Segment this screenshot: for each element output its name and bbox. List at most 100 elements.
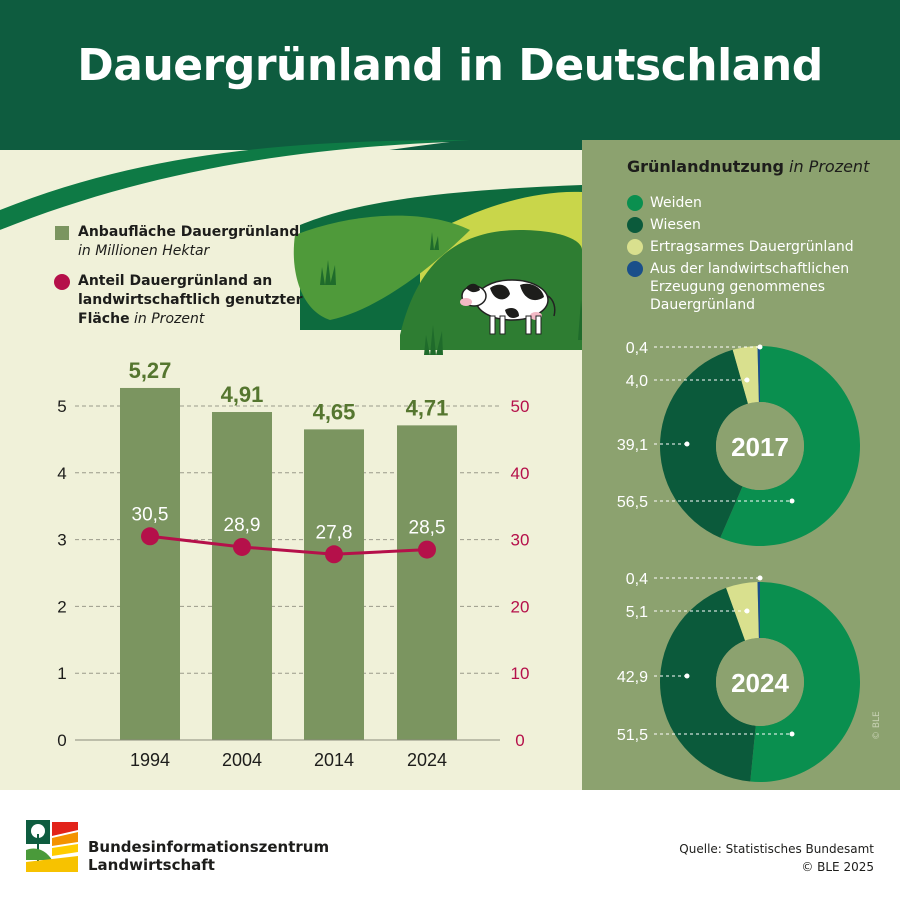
y-tick-left: 5 <box>57 397 66 416</box>
y-tick-right: 10 <box>511 664 530 683</box>
legend-dot-weiden <box>627 195 643 211</box>
donut-legend-title: Grünlandnutzung in Prozent <box>627 157 869 176</box>
donut-value-label: 5,1 <box>626 604 648 621</box>
copyright-vertical: © BLE <box>872 711 882 740</box>
y-tick-right: 50 <box>511 397 530 416</box>
bar-value-label: 4,71 <box>406 395 449 420</box>
bar-value-label: 4,91 <box>221 382 264 407</box>
donut-slice-2017-1 <box>660 349 748 538</box>
bar-legend-title: Anbaufläche Dauergrünland <box>78 224 300 240</box>
organization-line-1: Bundesinformationszentrum <box>88 838 330 856</box>
organization-name: Bundesinformationszentrum Landwirtschaft <box>88 838 329 874</box>
legend-label-ertragsarm: Ertragsarmes Dauergrünland <box>650 239 854 255</box>
bar-2014 <box>304 429 364 740</box>
donut-leader-dot <box>757 575 763 581</box>
donut-slice-2024-1 <box>660 587 756 782</box>
donut-value-label: 0,4 <box>626 571 648 588</box>
donut-slice-2024-2 <box>726 582 759 641</box>
donut-leader-dot <box>789 731 795 737</box>
x-tick-label: 1994 <box>130 750 170 770</box>
line-point-2014 <box>325 545 343 564</box>
donut-year-label: 2024 <box>731 668 789 698</box>
line-legend-title-1: Anteil Dauergrünland an <box>78 273 273 289</box>
y-tick-left: 2 <box>57 597 66 616</box>
bar-1994 <box>120 387 180 740</box>
donut-slice-2017-0 <box>720 346 861 546</box>
y-tick-right: 20 <box>511 597 530 616</box>
donut-legend-title-main: Grünlandnutzung <box>627 157 784 176</box>
donut-center <box>716 402 804 490</box>
line-value-label: 28,5 <box>409 518 446 539</box>
legend-label-wiesen: Wiesen <box>650 217 701 233</box>
bar-value-label: 5,27 <box>129 358 172 383</box>
donut-slice-2017-2 <box>732 346 759 404</box>
header-banner <box>0 0 900 150</box>
y-tick-left: 3 <box>57 531 66 550</box>
y-tick-right: 40 <box>511 464 530 483</box>
cow-icon <box>460 279 556 335</box>
legend-label-genommen: Aus der landwirtschaftlichen Erzeugung g… <box>650 261 850 313</box>
donut-legend-title-unit: in Prozent <box>789 157 870 176</box>
donut-year-label: 2017 <box>731 432 789 462</box>
bar-legend: Anbaufläche Dauergrünland in Millionen H… <box>78 223 299 261</box>
copyright-text: © BLE 2025 <box>801 860 874 874</box>
line-legend-title-2: landwirtschaftlich genutzter <box>78 292 303 308</box>
donut-leader-dot <box>757 344 763 350</box>
footer <box>0 790 900 900</box>
line-value-label: 27,8 <box>316 522 353 543</box>
bar-2024 <box>397 425 457 740</box>
donut-center <box>716 638 804 726</box>
donut-value-label: 42,9 <box>617 669 648 686</box>
hill-mid <box>293 215 470 320</box>
x-tick-label: 2024 <box>407 750 447 770</box>
bar-line-chart: 0 0 1 10 2 20 3 30 4 40 5 50 5,27 1994 4,91 2004 4,65 201… <box>57 358 530 770</box>
donut-slice-2024-0 <box>750 582 860 782</box>
page-title: Dauergrünland in Deutschland <box>77 40 823 91</box>
x-tick-label: 2014 <box>314 750 354 770</box>
bzl-logo <box>26 820 78 872</box>
bar-legend-swatch <box>55 226 69 240</box>
line-legend-unit: in Prozent <box>134 311 205 327</box>
line-legend-swatch <box>54 274 70 290</box>
landscape-illustration <box>0 140 582 355</box>
line-legend: Anteil Dauergrünland an landwirtschaftli… <box>78 272 303 329</box>
y-tick-left: 4 <box>57 464 66 483</box>
donut-value-label: 56,5 <box>617 494 648 511</box>
y-tick-right: 30 <box>511 531 530 550</box>
grass-icon <box>320 232 582 355</box>
bar-legend-unit: in Millionen Hektar <box>78 243 210 259</box>
legend-dot-wiesen <box>627 217 643 233</box>
donut-value-label: 39,1 <box>617 437 648 454</box>
line-legend-title-3: Fläche <box>78 311 130 327</box>
line-series <box>149 534 428 556</box>
donut-slice-2017-3 <box>757 346 760 403</box>
source-text: Quelle: Statistisches Bundesamt <box>679 842 874 856</box>
donut-leader-dot <box>684 673 690 679</box>
header-swoosh <box>0 140 470 230</box>
donut-slice-2024-3 <box>757 582 760 639</box>
donut-leader-dot <box>744 377 750 383</box>
bar-2004 <box>212 412 272 740</box>
legend-dot-genommen <box>627 261 643 277</box>
y-tick-left: 0 <box>57 731 66 750</box>
donut-charts: 2017 0,4 4,0 39,1 56,5 2024 0,4 5,1 42,9 51,5 <box>617 340 861 782</box>
donut-value-label: 4,0 <box>626 373 648 390</box>
y-tick-left: 1 <box>57 664 66 683</box>
legend-label-weiden: Weiden <box>650 195 702 211</box>
legend-dot-ertragsarm <box>627 239 643 255</box>
line-point-2004 <box>233 537 251 556</box>
source-note: Quelle: Statistisches Bundesamt © BLE 20… <box>679 840 874 876</box>
donut-value-label: 0,4 <box>626 340 648 357</box>
bar-value-label: 4,65 <box>313 399 356 424</box>
x-tick-label: 2004 <box>222 750 262 770</box>
donut-leader-dot <box>789 498 795 504</box>
organization-line-2: Landwirtschaft <box>88 856 215 874</box>
line-point-2024 <box>418 540 436 559</box>
y-tick-right: 0 <box>515 731 524 750</box>
line-value-label: 30,5 <box>132 504 169 525</box>
line-value-label: 28,9 <box>224 515 261 536</box>
donut-leader-dot <box>684 441 690 447</box>
line-point-1994 <box>141 527 159 546</box>
donut-leader-dot <box>744 608 750 614</box>
donut-value-label: 51,5 <box>617 727 648 744</box>
